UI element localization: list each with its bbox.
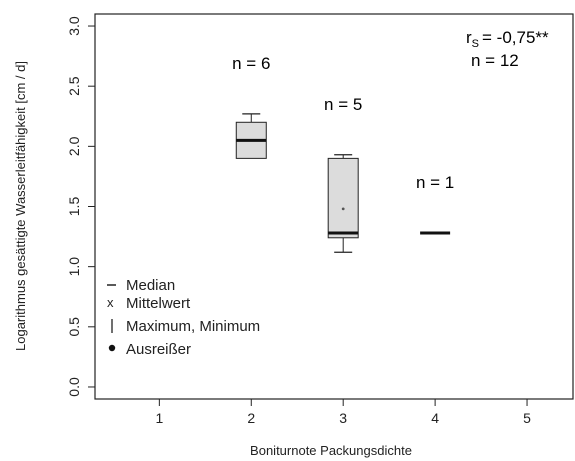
rs-subscript: S bbox=[472, 38, 479, 50]
n-total-label: n = 12 bbox=[471, 51, 519, 70]
x-tick-label: 3 bbox=[339, 410, 347, 426]
rs-symbol: r bbox=[466, 28, 472, 47]
rs-value: = -0,75** bbox=[482, 28, 549, 47]
legend-label-outlier: Ausreißer bbox=[126, 341, 191, 358]
legend: Median x Mittelwert Maximum, Minimum Aus… bbox=[107, 277, 260, 358]
box-iqr bbox=[327, 157, 359, 239]
y-tick-label: 1.5 bbox=[66, 197, 82, 217]
y-tick-label: 2.5 bbox=[66, 76, 82, 96]
box-3: n = 5 bbox=[324, 95, 362, 253]
x-tick-label: 4 bbox=[431, 410, 439, 426]
legend-mean-symbol: x bbox=[107, 295, 114, 310]
n-label: n = 5 bbox=[324, 95, 362, 114]
y-tick-label: 2.0 bbox=[66, 136, 82, 156]
box-2: n = 6 bbox=[232, 54, 270, 159]
svg-text:rS= -0,75**: rS = -0,75** bbox=[466, 28, 549, 50]
y-tick-label: 3.0 bbox=[66, 16, 82, 36]
x-axis: 1 2 3 4 5 bbox=[155, 399, 531, 426]
x-axis-title: Boniturnote Packungsdichte bbox=[250, 443, 412, 458]
legend-label-median: Median bbox=[126, 277, 175, 294]
x-tick-label: 2 bbox=[247, 410, 255, 426]
y-axis: 0.0 0.5 1.0 1.5 2.0 2.5 3.0 bbox=[66, 16, 95, 397]
stats-annotation: rS = -0,75** n = 12 bbox=[466, 28, 549, 70]
x-tick-label: 1 bbox=[155, 410, 163, 426]
x-tick-label: 5 bbox=[523, 410, 531, 426]
box-4: n = 1 bbox=[416, 173, 454, 235]
n-label: n = 1 bbox=[416, 173, 454, 192]
legend-label-mean: Mittelwert bbox=[126, 295, 191, 312]
y-axis-title: Logarithmus gesättigte Wasserleitfähigke… bbox=[13, 61, 28, 351]
box-group: n = 6 n = 5 n = 1 bbox=[232, 54, 454, 253]
n-label: n = 6 bbox=[232, 54, 270, 73]
y-tick-label: 0.5 bbox=[66, 317, 82, 337]
legend-label-range: Maximum, Minimum bbox=[126, 318, 260, 335]
y-tick-label: 0.0 bbox=[66, 377, 82, 397]
legend-outlier-symbol bbox=[108, 344, 116, 352]
y-tick-label: 1.0 bbox=[66, 257, 82, 277]
mean-marker bbox=[341, 207, 345, 211]
